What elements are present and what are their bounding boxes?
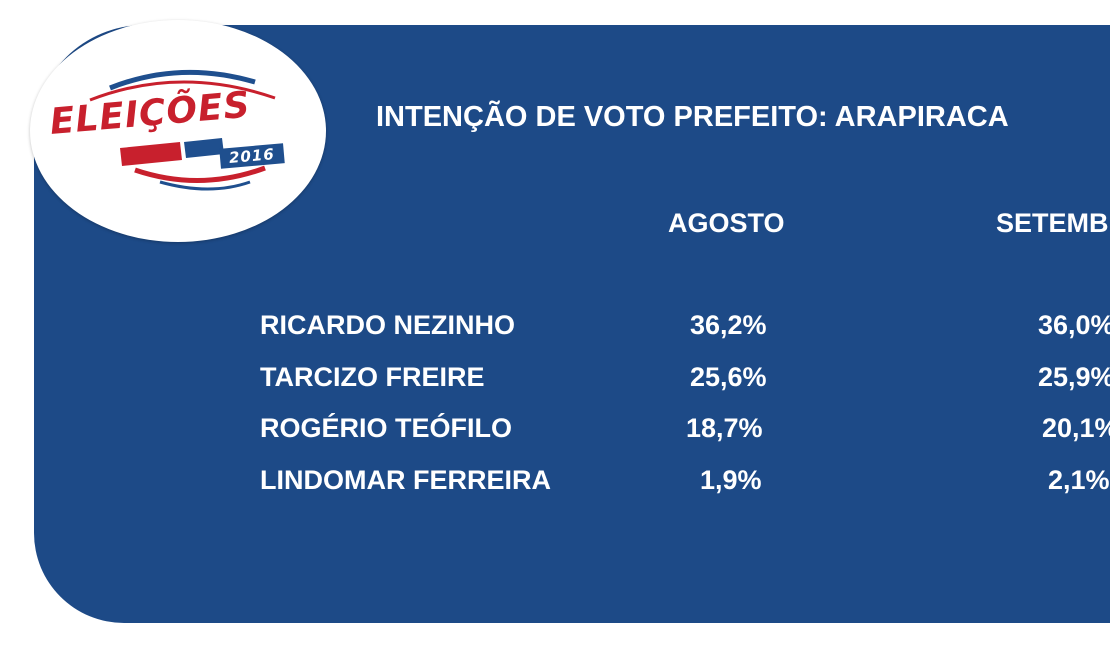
- value-setembro: 25,9%: [1038, 362, 1110, 392]
- value-setembro: 20,1%: [1042, 413, 1110, 443]
- value-agosto: 1,9%: [700, 465, 762, 495]
- value-setembro: 36,0%: [1038, 310, 1110, 340]
- value-agosto: 18,7%: [686, 413, 763, 443]
- candidate-name: RICARDO NEZINHO: [260, 310, 515, 340]
- page-title: INTENÇÃO DE VOTO PREFEITO: ARAPIRACA: [376, 101, 1009, 133]
- eleicoes-logo: ELEIÇÕES 2016: [30, 20, 326, 242]
- column-header-agosto: AGOSTO: [668, 208, 785, 238]
- candidate-name: ROGÉRIO TEÓFILO: [260, 413, 513, 443]
- column-header-setembro: SETEMB: [996, 208, 1109, 238]
- candidate-name: TARCIZO FREIRE: [260, 362, 485, 392]
- value-setembro: 2,1%: [1048, 465, 1110, 495]
- value-agosto: 25,6%: [690, 362, 767, 392]
- candidate-name: LINDOMAR FERREIRA: [260, 465, 551, 495]
- logo-swoosh-graphic: [89, 69, 276, 191]
- value-agosto: 36,2%: [690, 310, 767, 340]
